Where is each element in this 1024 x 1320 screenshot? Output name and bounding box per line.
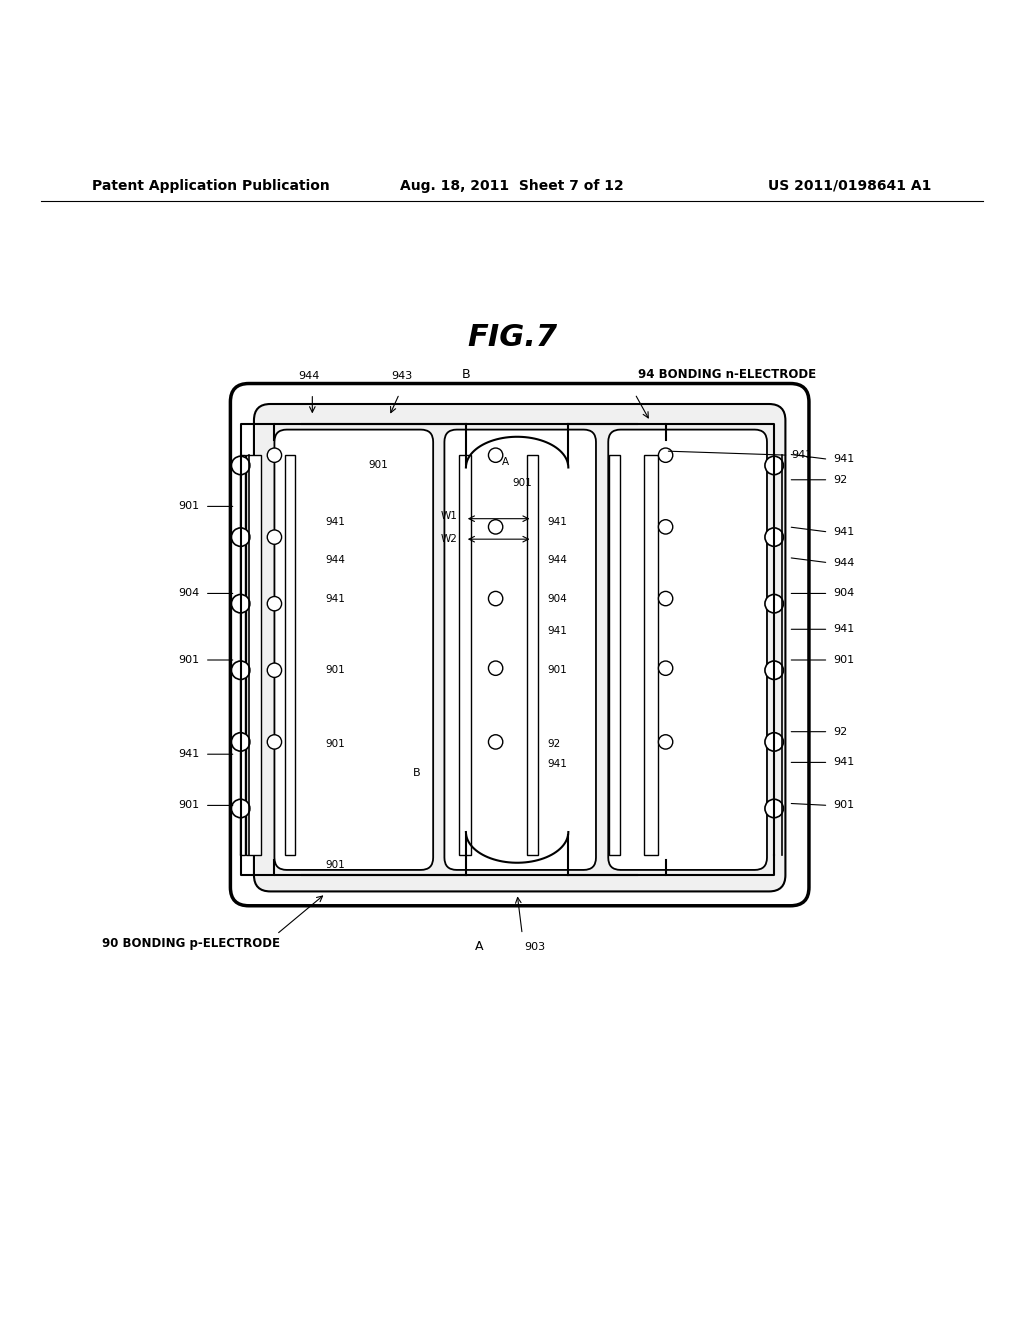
- Circle shape: [231, 661, 250, 680]
- Text: 92: 92: [834, 475, 848, 484]
- Text: 941: 941: [178, 750, 200, 759]
- Text: 901: 901: [548, 665, 567, 676]
- Circle shape: [765, 457, 783, 475]
- Text: 90 BONDING p-ELECTRODE: 90 BONDING p-ELECTRODE: [102, 937, 281, 950]
- Circle shape: [267, 663, 282, 677]
- Text: 901: 901: [326, 859, 345, 870]
- Text: 901: 901: [512, 478, 531, 488]
- Circle shape: [231, 733, 250, 751]
- Text: 92: 92: [834, 727, 848, 737]
- Text: 941: 941: [792, 450, 813, 461]
- Circle shape: [658, 735, 673, 748]
- Text: 92: 92: [548, 739, 561, 748]
- Circle shape: [488, 735, 503, 748]
- Circle shape: [231, 528, 250, 546]
- Text: 901: 901: [178, 502, 200, 511]
- Circle shape: [267, 529, 282, 544]
- Bar: [459, 455, 471, 854]
- FancyBboxPatch shape: [230, 384, 809, 906]
- Text: 941: 941: [326, 594, 345, 603]
- Text: 901: 901: [178, 800, 200, 810]
- Circle shape: [488, 447, 503, 462]
- Text: 901: 901: [326, 739, 345, 748]
- Circle shape: [488, 591, 503, 606]
- Text: A: A: [475, 940, 483, 953]
- Text: 944: 944: [299, 371, 319, 381]
- Text: 944: 944: [326, 554, 345, 565]
- Text: 941: 941: [326, 516, 345, 527]
- Bar: [527, 455, 539, 854]
- Text: Patent Application Publication: Patent Application Publication: [92, 180, 330, 193]
- Text: Aug. 18, 2011  Sheet 7 of 12: Aug. 18, 2011 Sheet 7 of 12: [400, 180, 624, 193]
- Circle shape: [765, 594, 783, 612]
- FancyBboxPatch shape: [254, 404, 785, 891]
- Bar: [240, 455, 246, 854]
- Text: 941: 941: [834, 758, 855, 767]
- Circle shape: [488, 661, 503, 676]
- Circle shape: [658, 591, 673, 606]
- Circle shape: [765, 733, 783, 751]
- Text: 903: 903: [524, 941, 546, 952]
- Text: 901: 901: [834, 800, 855, 810]
- Text: B: B: [462, 368, 470, 381]
- Text: 944: 944: [548, 554, 567, 565]
- Text: 941: 941: [834, 454, 855, 465]
- Bar: [644, 455, 658, 854]
- Text: 901: 901: [178, 655, 200, 665]
- Circle shape: [658, 447, 673, 462]
- Text: 941: 941: [548, 759, 567, 770]
- Circle shape: [658, 661, 673, 676]
- Circle shape: [765, 661, 783, 680]
- Text: B: B: [413, 768, 420, 777]
- Circle shape: [765, 800, 783, 817]
- Circle shape: [267, 447, 282, 462]
- Text: W2: W2: [440, 535, 457, 544]
- Text: 901: 901: [834, 655, 855, 665]
- Text: 904: 904: [834, 589, 855, 598]
- Text: 941: 941: [548, 516, 567, 527]
- Circle shape: [488, 520, 503, 535]
- Text: 901: 901: [326, 665, 345, 676]
- FancyBboxPatch shape: [274, 429, 433, 870]
- Circle shape: [231, 594, 250, 612]
- Text: 901: 901: [369, 461, 388, 470]
- Bar: [609, 455, 620, 854]
- Text: 941: 941: [834, 624, 855, 635]
- Text: W1: W1: [440, 511, 457, 520]
- FancyBboxPatch shape: [608, 429, 767, 870]
- Circle shape: [267, 735, 282, 748]
- Circle shape: [765, 528, 783, 546]
- Text: 941: 941: [548, 626, 567, 636]
- Text: 941: 941: [834, 527, 855, 537]
- Bar: [285, 455, 295, 854]
- Circle shape: [658, 520, 673, 535]
- Circle shape: [267, 597, 282, 611]
- Bar: [246, 455, 260, 854]
- Circle shape: [231, 800, 250, 817]
- Text: US 2011/0198641 A1: US 2011/0198641 A1: [768, 180, 932, 193]
- FancyBboxPatch shape: [444, 429, 596, 870]
- Text: A: A: [502, 457, 509, 467]
- Text: 94 BONDING n-ELECTRODE: 94 BONDING n-ELECTRODE: [638, 368, 816, 381]
- Text: 904: 904: [178, 589, 200, 598]
- Text: 943: 943: [391, 371, 412, 381]
- Circle shape: [231, 457, 250, 475]
- Text: FIG.7: FIG.7: [467, 323, 557, 352]
- Text: 904: 904: [548, 594, 567, 603]
- Text: 944: 944: [834, 558, 855, 568]
